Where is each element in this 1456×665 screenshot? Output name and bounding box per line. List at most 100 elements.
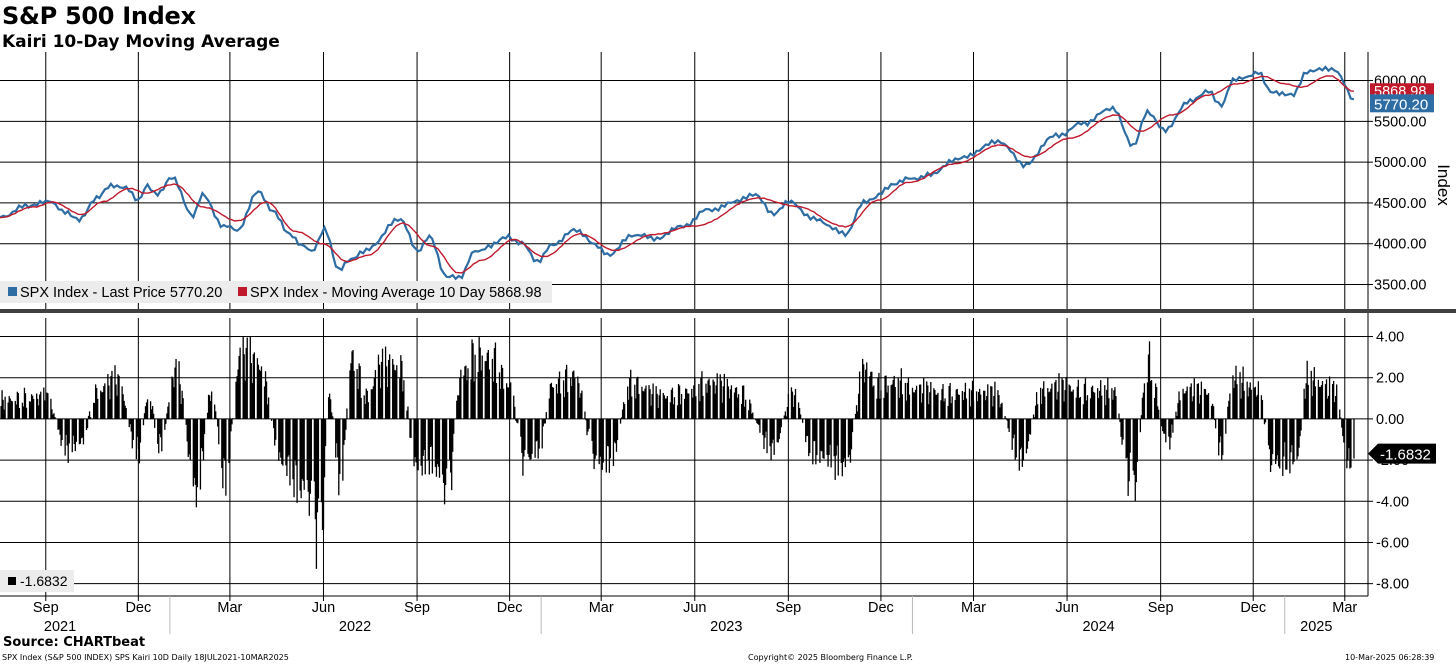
kairi-bar [320, 418, 323, 503]
kairi-bar [1079, 397, 1081, 419]
kairi-bar [669, 402, 672, 419]
kairi-bar [36, 393, 38, 419]
kairi-bar [921, 402, 923, 419]
kairi-bar [673, 397, 676, 419]
kairi-bar [937, 392, 939, 419]
year-label: 2024 [1082, 619, 1114, 635]
kairi-bar [1104, 385, 1106, 419]
kairi-bar [1246, 381, 1248, 419]
kairi-bar [1331, 384, 1334, 419]
kairi-bar [428, 418, 430, 475]
kairi-bar [22, 406, 25, 419]
kairi-bar [1184, 393, 1186, 419]
kairi-bar [836, 418, 838, 446]
kairi-bar [944, 398, 946, 419]
kairi-bar [1314, 386, 1316, 419]
kairi-bar [734, 387, 737, 419]
kairi-bar [222, 418, 224, 489]
kairi-bar [1056, 399, 1058, 419]
kairi-bar [88, 411, 91, 419]
tick-label-price: 3500.00 [1374, 278, 1426, 294]
kairi-bar [1286, 418, 1288, 470]
kairi-bar [976, 401, 979, 419]
kairi-bar [628, 399, 630, 419]
kairi-bar [834, 418, 836, 480]
kairi-bar [1236, 384, 1238, 419]
kairi-bar [1212, 406, 1215, 419]
kairi-bar [1057, 391, 1059, 419]
kairi-bar [1297, 418, 1299, 457]
kairi-bar [809, 418, 811, 454]
kairi-bar [131, 418, 133, 449]
kairi-bar [993, 395, 995, 419]
kairi-bar [172, 378, 174, 419]
kairi-bar [866, 362, 868, 419]
kairi-bar [666, 396, 669, 419]
kairi-bar [1043, 381, 1045, 419]
kairi-bar [722, 386, 724, 419]
kairi-bar [1122, 418, 1124, 440]
kairi-bar [663, 395, 665, 419]
kairi-bar [288, 418, 290, 456]
kairi-bar [328, 393, 331, 419]
kairi-bar [1051, 383, 1053, 419]
kairi-bar [1283, 418, 1285, 457]
kairi-bar [388, 354, 391, 419]
kairi-bar [1282, 418, 1284, 476]
kairi-bar [23, 387, 26, 419]
kairi-bar [877, 377, 879, 419]
kairi-bar [634, 384, 636, 419]
kairi-bar [542, 418, 544, 427]
month-label: Mar [217, 600, 242, 616]
kairi-bar [505, 383, 508, 419]
kairi-bar [31, 395, 34, 419]
kairi-bar [359, 366, 361, 419]
kairi-bar [1090, 387, 1093, 419]
kairi-bar [587, 418, 589, 432]
kairi-bar [1136, 418, 1138, 462]
kairi-bar [365, 388, 367, 419]
kairi-bar [1135, 418, 1137, 483]
kairi-bar [1107, 377, 1109, 419]
kairi-bar [337, 418, 339, 458]
kairi-bar [239, 347, 241, 419]
kairi-bar [854, 414, 857, 419]
kairi-bar [343, 418, 345, 445]
kairi-bar [1115, 396, 1117, 419]
kairi-bar [880, 390, 882, 419]
kairi-bar [28, 401, 31, 419]
kairi-bar [570, 377, 572, 419]
kairi-bar [1300, 418, 1302, 431]
kairi-bar [581, 390, 583, 419]
kairi-bar [651, 394, 653, 419]
chart-subtitle: Kairi 10-Day Moving Average [2, 32, 280, 52]
kairi-bar [643, 391, 645, 419]
kairi-bar [940, 400, 942, 419]
kairi-bar [95, 384, 97, 419]
kairi-bar [137, 418, 140, 449]
kairi-bar [1290, 418, 1292, 453]
kairi-bar [1125, 418, 1127, 459]
kairi-bar [221, 418, 223, 469]
kairi-bar [232, 418, 234, 419]
last-price-tag [1370, 94, 1434, 113]
kairi-bar [299, 418, 301, 491]
kairi-bar [607, 418, 610, 447]
kairi-bar [60, 418, 62, 446]
kairi-bar [1225, 418, 1227, 434]
kairi-bar [1319, 387, 1322, 419]
kairi-bar [1342, 418, 1344, 437]
kairi-bar [1341, 418, 1343, 428]
kairi-bar [1205, 394, 1208, 419]
kairi-bar [890, 385, 892, 419]
kairi-bar [543, 418, 545, 424]
kairi-bar [158, 418, 160, 454]
kairi-bar [114, 365, 116, 419]
kairi-bar [520, 418, 522, 437]
kairi-bar [1179, 400, 1181, 419]
kairi-bar [737, 394, 740, 419]
kairi-bar [1234, 380, 1236, 419]
kairi-bar [1182, 388, 1184, 419]
kairi-bar [71, 418, 73, 453]
kairi-bar [530, 418, 532, 460]
